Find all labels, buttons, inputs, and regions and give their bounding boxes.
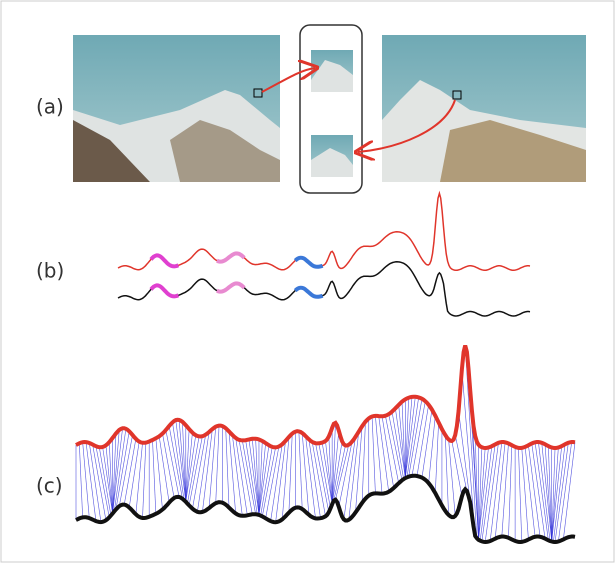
match-line (187, 436, 199, 503)
match-line (334, 446, 346, 501)
match-line (392, 412, 404, 480)
highlight (151, 285, 178, 296)
match-line (83, 442, 90, 518)
panel-label: (c) (36, 474, 63, 498)
match-line (508, 445, 511, 538)
match-line (289, 434, 292, 513)
highlight (151, 255, 178, 266)
match-line (399, 405, 406, 478)
match-line (319, 443, 331, 508)
image-left (73, 35, 280, 182)
match-line (209, 427, 216, 508)
curve (76, 476, 575, 542)
curve (76, 346, 575, 449)
match-line (79, 443, 82, 517)
match-line (299, 431, 302, 509)
highlight (217, 283, 244, 291)
match-line (355, 426, 362, 512)
match-line (226, 428, 229, 507)
match-line (435, 422, 438, 493)
curve (118, 262, 530, 316)
match-line (266, 447, 279, 519)
match-line (302, 433, 309, 515)
match-line (143, 443, 146, 518)
curve (118, 193, 530, 270)
match-line (229, 431, 236, 513)
panel-label: (b) (36, 259, 64, 283)
highlight (295, 288, 322, 297)
panel-label: (a) (36, 95, 64, 119)
highlight (295, 258, 322, 267)
match-line (153, 440, 156, 514)
match-line (306, 436, 316, 518)
match-line (522, 448, 529, 540)
match-line (452, 441, 462, 496)
match-line (216, 426, 219, 504)
match-line (282, 437, 289, 519)
match-line (372, 417, 375, 494)
match-line (136, 443, 143, 515)
crop-box (300, 25, 362, 193)
match-line (276, 441, 286, 522)
match-line (362, 422, 365, 503)
match-line (445, 435, 448, 515)
match-line (186, 433, 193, 502)
match-line (518, 448, 521, 542)
match-line (156, 438, 163, 509)
highlight (217, 253, 244, 261)
match-line (449, 439, 456, 516)
match-line (375, 416, 382, 494)
figure: (a) (b) (c) (0, 0, 615, 563)
match-line (326, 441, 333, 504)
image-right (382, 35, 586, 182)
match-line (502, 443, 509, 536)
curves (76, 193, 575, 542)
